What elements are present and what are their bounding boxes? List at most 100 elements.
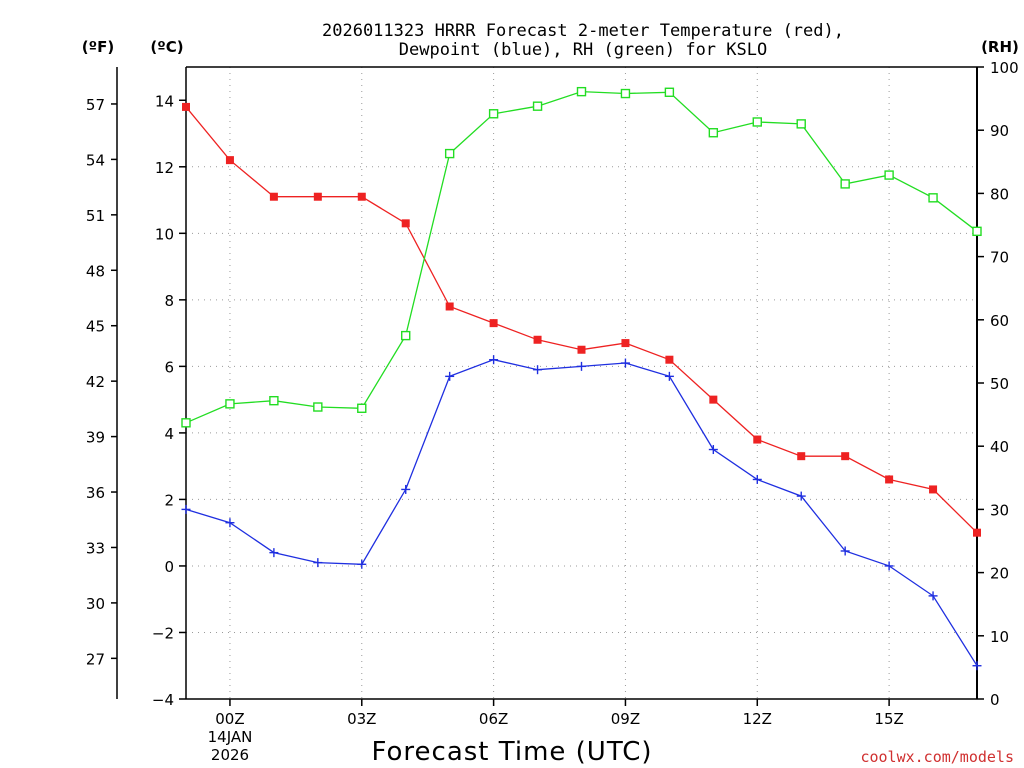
data-point (664, 87, 675, 97)
fahrenheit-tick-label: 33 (86, 539, 105, 557)
data-point (401, 219, 410, 228)
series-dewpoint (181, 355, 982, 671)
data-point (357, 559, 367, 569)
fahrenheit-unit-label: (ºF) (82, 38, 114, 56)
x-axis-title: Forecast Time (UTC) (371, 737, 652, 767)
celsius-tick-label: −2 (152, 624, 174, 642)
data-point (225, 399, 235, 409)
data-point (401, 330, 411, 341)
data-point (621, 339, 630, 348)
data-point (182, 102, 190, 111)
fahrenheit-tick-label: 30 (86, 595, 105, 613)
fahrenheit-tick-label: 51 (86, 207, 105, 225)
series-temperature (182, 102, 981, 537)
data-point (357, 192, 366, 201)
celsius-tick-label: 10 (155, 225, 174, 243)
data-point (269, 395, 279, 406)
rh-tick-label: 30 (990, 501, 1009, 519)
data-point (313, 192, 322, 201)
fahrenheit-tick-label: 36 (86, 484, 105, 502)
data-point (972, 226, 982, 237)
rh-tick-label: 50 (990, 375, 1009, 393)
data-point (489, 319, 498, 328)
data-point (885, 475, 894, 484)
chart-title-line1: 2026011323 HRRR Forecast 2-meter Tempera… (322, 21, 844, 41)
rh-unit-label: (RH) (981, 38, 1019, 56)
fahrenheit-tick-label: 48 (86, 262, 105, 280)
credit-text: coolwx.com/models (860, 748, 1014, 766)
rh-tick-label: 70 (990, 249, 1009, 267)
rh-tick-label: 40 (990, 438, 1009, 456)
data-point (533, 365, 543, 375)
series-line (185, 90, 978, 424)
celsius-tick-label: 2 (164, 491, 174, 509)
data-point (664, 371, 674, 381)
data-point (708, 445, 718, 455)
x-date-line2: 2026 (211, 746, 249, 764)
x-tick-label: 12Z (743, 710, 772, 728)
x-tick-label: 09Z (611, 710, 640, 728)
data-point (797, 452, 806, 461)
x-tick-label: 03Z (347, 710, 376, 728)
data-point (445, 302, 454, 311)
data-point (313, 402, 323, 412)
data-point (884, 561, 894, 571)
celsius-tick-label: 12 (155, 159, 174, 177)
axes-layer: 14121086420−2−45754514845423936333027100… (86, 59, 1019, 728)
data-point (269, 548, 279, 558)
celsius-tick-label: 6 (164, 358, 174, 376)
data-point (445, 371, 455, 381)
rh-tick-label: 60 (990, 312, 1009, 330)
data-point (928, 193, 938, 203)
series-layer (181, 86, 982, 671)
data-point (225, 518, 235, 528)
fahrenheit-tick-label: 45 (86, 318, 105, 336)
rh-tick-label: 100 (990, 59, 1019, 77)
data-point (181, 418, 191, 428)
data-point (620, 88, 631, 99)
fahrenheit-tick-label: 27 (86, 650, 105, 668)
celsius-tick-label: 0 (164, 558, 174, 576)
data-point (577, 361, 586, 371)
data-point (225, 156, 234, 165)
x-tick-label: 15Z (874, 710, 903, 728)
grid-layer (186, 67, 977, 699)
data-point (709, 395, 718, 404)
data-point (620, 358, 630, 368)
data-point (357, 403, 367, 413)
data-point (532, 101, 543, 111)
celsius-tick-label: 4 (164, 425, 174, 443)
data-point (488, 109, 499, 119)
celsius-tick-label: 14 (155, 92, 174, 110)
rh-tick-label: 0 (990, 691, 1000, 709)
x-tick-label: 06Z (479, 710, 508, 728)
rh-tick-label: 90 (990, 122, 1009, 140)
fahrenheit-tick-label: 42 (86, 373, 105, 391)
celsius-tick-label: 8 (164, 292, 174, 310)
data-point (665, 355, 674, 364)
data-point (401, 484, 411, 494)
data-point (841, 452, 850, 461)
rh-tick-label: 10 (990, 628, 1009, 646)
fahrenheit-tick-label: 39 (86, 429, 105, 447)
fahrenheit-tick-label: 57 (86, 96, 105, 114)
rh-tick-label: 20 (990, 565, 1009, 583)
series-rh (181, 86, 982, 428)
data-point (884, 170, 894, 180)
data-point (489, 355, 499, 365)
celsius-unit-label: (ºC) (150, 38, 183, 56)
data-point (577, 345, 586, 354)
data-point (972, 661, 982, 671)
x-date-line1: 14JAN (208, 728, 253, 746)
data-point (444, 148, 455, 159)
data-point (840, 546, 850, 556)
data-point (576, 86, 587, 97)
data-point (753, 435, 762, 444)
rh-tick-label: 80 (990, 185, 1009, 203)
data-point (269, 192, 278, 201)
celsius-tick-label: −4 (152, 691, 174, 709)
data-point (313, 558, 323, 568)
data-point (533, 335, 542, 344)
fahrenheit-tick-label: 54 (86, 151, 105, 169)
